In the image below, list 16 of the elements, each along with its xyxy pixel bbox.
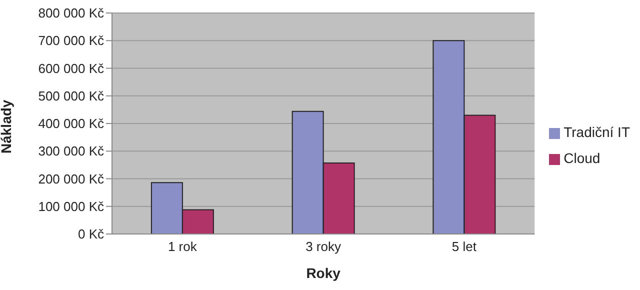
y-tick-label: 300 000 Kč [38,144,104,159]
y-tick-label: 800 000 Kč [38,6,104,21]
y-tick-label: 500 000 Kč [38,88,104,104]
legend-label: Tradiční IT [564,124,630,140]
x-tick-label: 1 rok [168,239,198,254]
y-tick-label: 400 000 Kč [38,116,104,132]
y-tick-label: 200 000 Kč [38,171,104,186]
legend-label: Cloud [564,150,600,166]
y-tick-label: 600 000 Kč [38,60,104,76]
x-tick-label: 3 roky [306,239,342,254]
y-tick-label: 100 000 Kč [38,198,104,214]
y-tick-label: 0 Kč [78,226,104,242]
x-axis-title: Roky [306,265,341,281]
y-tick-label: 700 000 Kč [38,33,104,48]
x-tick-label: 5 let [452,239,477,254]
y-axis-title: Náklady [0,100,14,154]
